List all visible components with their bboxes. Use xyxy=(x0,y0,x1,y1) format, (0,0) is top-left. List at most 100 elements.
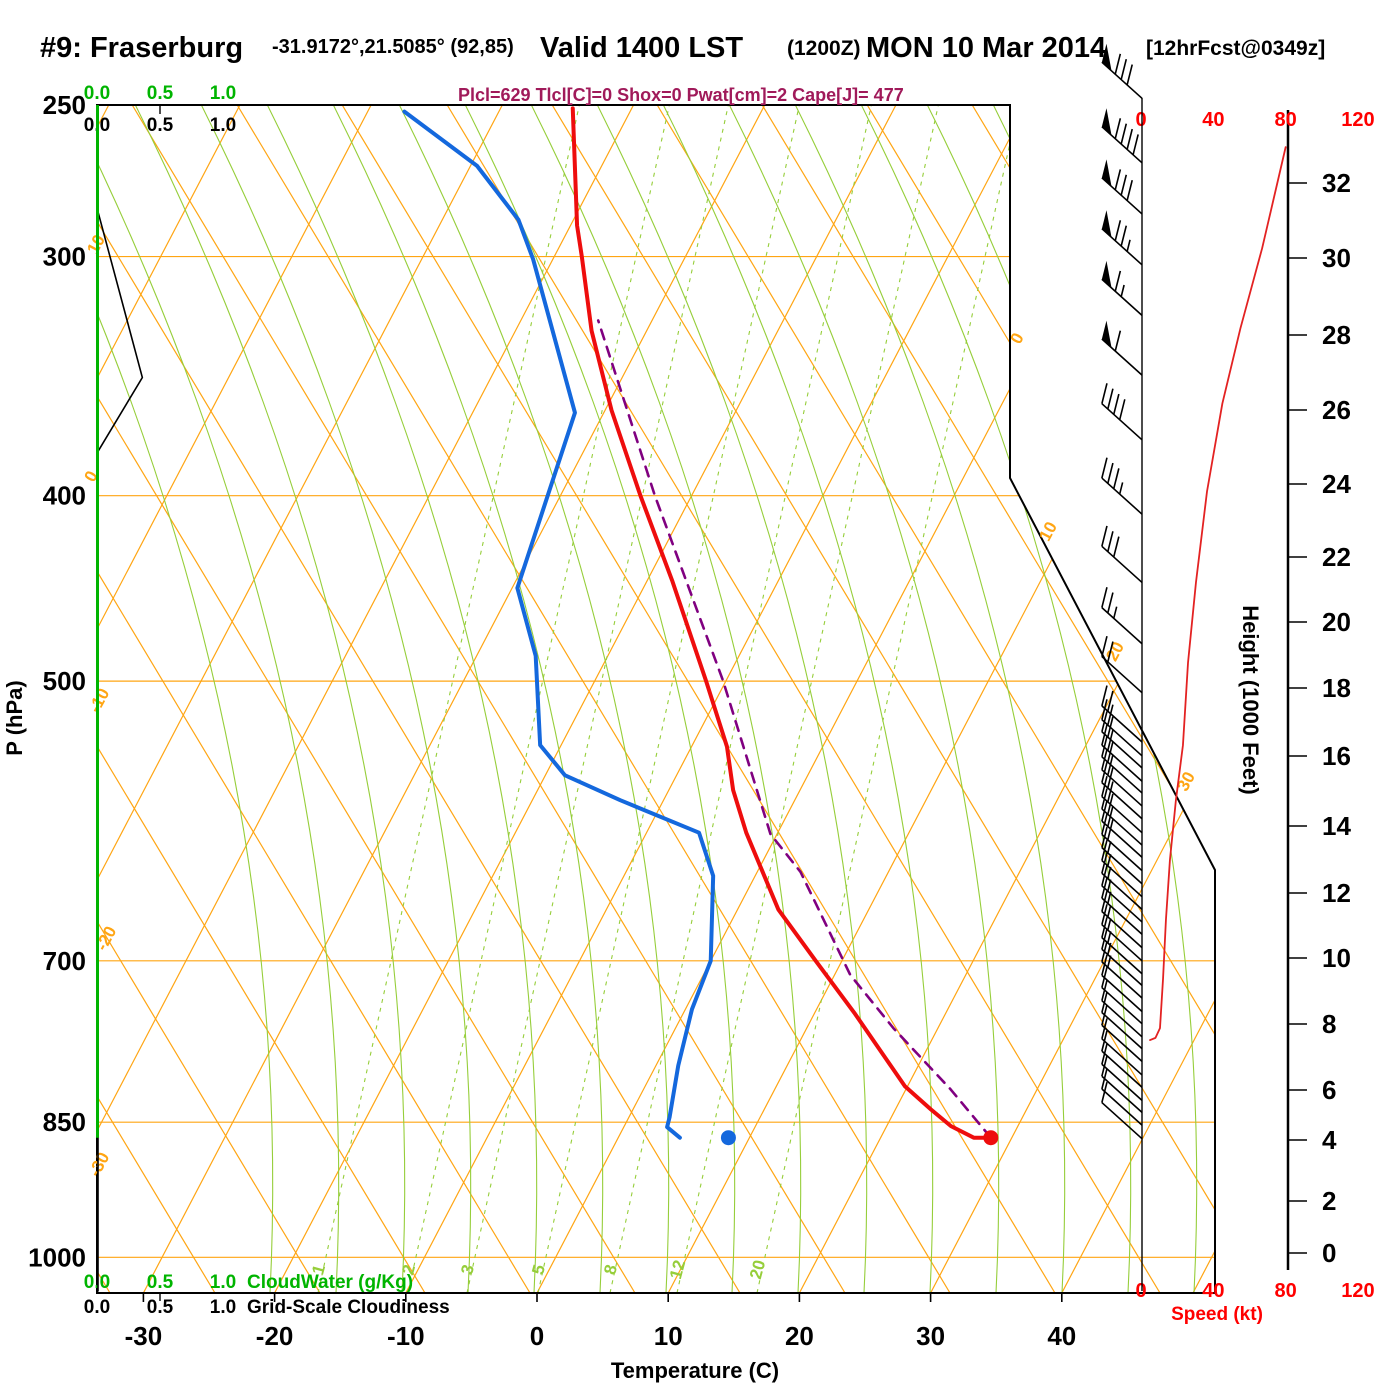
height-tick-label: 4 xyxy=(1322,1125,1337,1155)
wind-barb-shaft xyxy=(1101,756,1143,794)
isotherm-line xyxy=(930,105,1215,1293)
wind-barb-shaft xyxy=(1101,1063,1143,1101)
cloudwater-scale-title: CloudWater (g/Kg) xyxy=(247,1272,413,1293)
wind-barb-shaft xyxy=(1101,769,1143,807)
moist-adiabat-line xyxy=(97,105,274,1293)
wind-barb-shaft xyxy=(1101,1024,1143,1062)
moist-adiabat-line xyxy=(97,105,340,1293)
wind-barb-feather xyxy=(1101,928,1108,950)
isotherm-line xyxy=(405,105,1028,1293)
wind-barb-feather xyxy=(1101,1081,1108,1103)
wind-barb-feather xyxy=(1101,852,1108,874)
wind-barb-shaft xyxy=(1101,403,1143,441)
isotherm-label: -10 xyxy=(85,685,113,716)
plot-border xyxy=(96,104,1216,1294)
cloudiness-scale-tick-bottom: 1.0 xyxy=(210,1297,236,1318)
isotherm-line xyxy=(1192,105,1215,1293)
temperature-tick-label: 40 xyxy=(1047,1321,1076,1351)
page-title: #9: Fraserburg xyxy=(40,32,243,64)
cloudiness-scale-tick-top: 0.5 xyxy=(147,115,174,136)
moist-adiabat-line xyxy=(530,105,802,1293)
wind-barb-shaft xyxy=(1101,1011,1143,1050)
wind-barb-shaft xyxy=(1101,948,1143,986)
forecast-tag: [12hrFcst@0349z] xyxy=(1146,37,1325,60)
wind-barb-feather xyxy=(1114,330,1122,352)
cloudiness-scale-tick-bottom: 0.5 xyxy=(147,1297,174,1318)
wind-barb-feather xyxy=(1107,641,1114,663)
mixing-ratio-label: 3 xyxy=(457,1263,478,1277)
wind-barb-shaft xyxy=(1101,1050,1143,1088)
wind-barb-feather xyxy=(1101,525,1108,547)
surface-dewpoint-dot xyxy=(720,1130,736,1146)
mixing-ratio-label: 5 xyxy=(528,1263,549,1277)
wind-barb-feather xyxy=(1118,399,1126,420)
wind-barb-shaft xyxy=(1101,820,1143,858)
wind-barb-feather xyxy=(1107,716,1114,738)
wind-barb-shaft xyxy=(1101,781,1143,820)
wind-barb-shaft xyxy=(1101,847,1143,885)
wind-barb-shaft xyxy=(1101,477,1143,515)
wind-barb-shaft xyxy=(1101,924,1143,962)
moist-adiabat-line xyxy=(332,105,604,1293)
isotherm-line xyxy=(97,105,635,1293)
speed-tick-label-bottom: 40 xyxy=(1202,1280,1224,1302)
wind-barb-half-feather xyxy=(1107,955,1112,968)
wind-barb-shaft xyxy=(1101,1038,1143,1076)
wind-barb-half-feather xyxy=(1107,918,1112,931)
wind-barb-shaft xyxy=(1101,705,1143,743)
wind-barb-flag xyxy=(1101,108,1112,136)
wind-barb-feather xyxy=(1101,827,1108,848)
wind-barb-feather xyxy=(1101,685,1108,707)
wind-barb-flag xyxy=(1101,210,1112,238)
moist-adiabat-line xyxy=(1389,105,1400,1293)
moist-adiabat-line xyxy=(134,105,406,1293)
cloudwater-scale-tick-bottom: 0.0 xyxy=(84,1272,110,1293)
speed-tick-label-top: 40 xyxy=(1202,109,1224,131)
height-tick-label: 2 xyxy=(1322,1186,1336,1216)
moist-adiabat-line xyxy=(926,105,1198,1293)
wind-barb-feather xyxy=(1112,468,1120,489)
isotherm-line xyxy=(97,105,503,1293)
wind-barb-shaft xyxy=(1101,1101,1143,1140)
wind-barb-shaft xyxy=(1101,655,1143,694)
wind-barb-feather xyxy=(1107,690,1114,712)
valid-zulu: (1200Z) xyxy=(787,37,861,60)
wind-barb-flag xyxy=(1101,159,1112,187)
wind-barb-feather xyxy=(1107,741,1114,763)
wind-barb-feather xyxy=(1107,819,1114,841)
wind-barb-feather xyxy=(1107,754,1114,776)
wind-barb-feather xyxy=(1107,388,1114,410)
dry-adiabat-line xyxy=(866,105,1215,1293)
isotherm-line xyxy=(667,105,1215,1293)
speed-tick-label-bottom: 120 xyxy=(1341,1280,1374,1302)
wind-barb-half-feather xyxy=(1107,854,1112,867)
wind-barb-feather xyxy=(1126,64,1133,86)
moist-adiabat-line xyxy=(860,105,1132,1293)
moist-adiabat-line xyxy=(464,105,736,1293)
cloudwater-scale-tick-top: 0.5 xyxy=(147,83,174,104)
wind-barb-feather xyxy=(1101,711,1108,732)
moist-adiabat-line xyxy=(266,105,538,1293)
moist-adiabat-line xyxy=(794,105,1066,1293)
wind-barb-half-feather xyxy=(1107,931,1112,944)
wind-barb-shaft xyxy=(1101,986,1143,1025)
moist-adiabat-line xyxy=(596,105,868,1293)
wind-barb-feather xyxy=(1101,1068,1108,1090)
isotherm-label: -30 xyxy=(85,1149,113,1180)
dry-adiabat-line xyxy=(97,105,321,1293)
parcel-path-line xyxy=(596,319,993,1140)
cloudwater-scale-tick-bottom: 0.5 xyxy=(147,1272,174,1293)
pressure-axis-title: P (hPa) xyxy=(2,680,27,755)
temperature-tick-label: -10 xyxy=(387,1321,425,1351)
wind-barb-feather xyxy=(1101,991,1108,1013)
plot-frame xyxy=(96,104,1216,1294)
wind-barb-half-feather xyxy=(1107,841,1112,854)
height-tick-label: 12 xyxy=(1322,878,1351,908)
wind-barb-flag xyxy=(1101,260,1112,288)
dry-adiabat-line xyxy=(97,105,531,1293)
wind-barb-feather xyxy=(1101,636,1108,657)
dry-adiabat-line xyxy=(97,105,741,1293)
wind-barb-feather xyxy=(1101,1018,1108,1039)
wind-barb-shaft xyxy=(1101,1088,1143,1126)
wind-barb-feather xyxy=(1101,736,1108,758)
